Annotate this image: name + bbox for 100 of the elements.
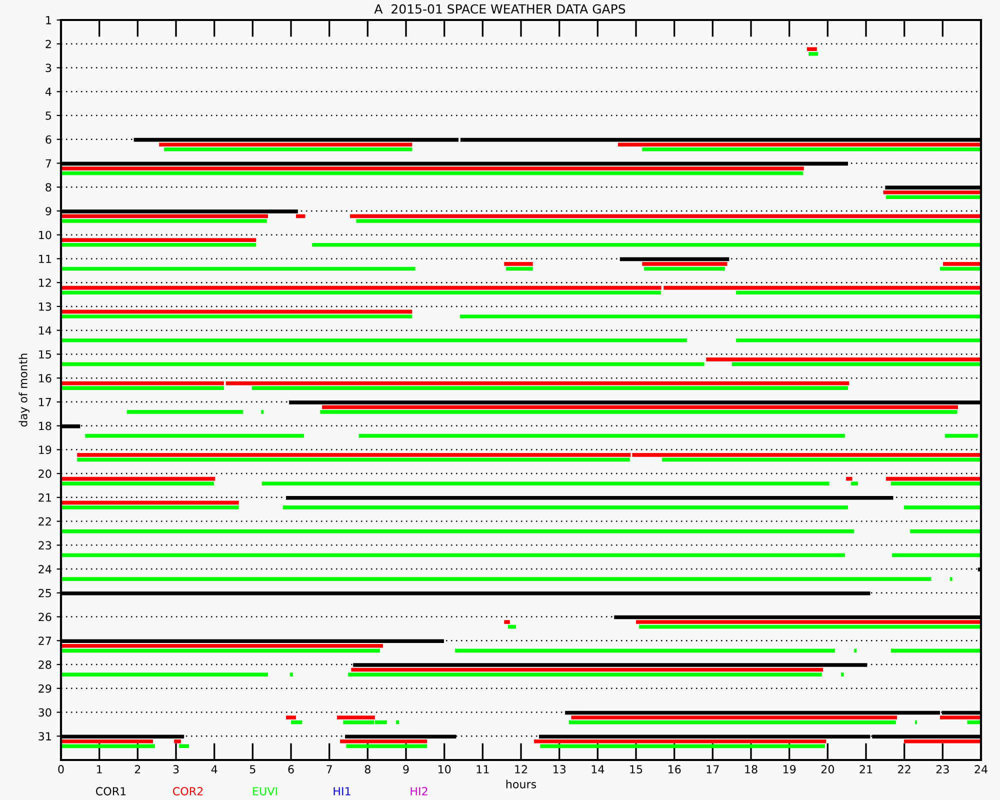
bar bbox=[322, 405, 958, 410]
bar bbox=[886, 476, 981, 481]
bar bbox=[61, 648, 380, 653]
text: COR2 bbox=[172, 787, 203, 796]
bar bbox=[890, 648, 981, 653]
bar bbox=[337, 716, 375, 720]
bar bbox=[61, 672, 268, 676]
legend-label: HI1 bbox=[334, 787, 350, 796]
y-tick-label: 11 bbox=[39, 254, 51, 263]
x-tick-label: 20 bbox=[821, 765, 834, 774]
y-tick-label: 27 bbox=[38, 636, 52, 645]
y-tick-label: 15 bbox=[39, 350, 51, 359]
bar bbox=[312, 242, 981, 247]
bar bbox=[732, 362, 981, 366]
bar bbox=[286, 716, 296, 720]
bar bbox=[61, 214, 268, 218]
bar bbox=[61, 744, 155, 748]
x-tick-label: 23 bbox=[936, 765, 949, 774]
bar bbox=[460, 314, 981, 318]
y-tick-label: 4 bbox=[45, 88, 52, 96]
bar bbox=[664, 286, 981, 290]
y-tick-label: 6 bbox=[46, 135, 52, 144]
x-tick-label: 11 bbox=[476, 765, 489, 774]
bar bbox=[61, 242, 256, 247]
bar bbox=[61, 290, 661, 295]
bar bbox=[61, 219, 267, 223]
y-tick-label: 20 bbox=[38, 470, 52, 478]
y-tick-label: 19 bbox=[39, 446, 52, 454]
x-tick-label: 21 bbox=[860, 765, 872, 774]
bar bbox=[61, 266, 416, 271]
bar bbox=[262, 482, 830, 486]
bar bbox=[706, 358, 981, 362]
y-tick-label: 31 bbox=[38, 732, 51, 741]
bar bbox=[164, 147, 412, 152]
bar bbox=[61, 506, 239, 510]
bar bbox=[61, 553, 845, 558]
chart-title: A 2015-01 SPACE WEATHER DATA GAPS bbox=[374, 4, 626, 14]
bar bbox=[620, 257, 730, 262]
x-tick-label: 17 bbox=[706, 765, 719, 774]
bar bbox=[851, 482, 858, 486]
x-tick-label: 4 bbox=[211, 765, 218, 774]
y-tick-label: 23 bbox=[38, 541, 52, 550]
bar bbox=[944, 434, 978, 438]
bar bbox=[340, 739, 428, 744]
bar bbox=[910, 529, 981, 534]
bar bbox=[61, 529, 854, 534]
bar bbox=[61, 310, 412, 314]
y-tick-label: 17 bbox=[39, 398, 52, 406]
bar bbox=[286, 496, 894, 500]
text: EUVI bbox=[253, 787, 277, 796]
y-tick-label: 14 bbox=[39, 326, 52, 335]
bar bbox=[736, 338, 981, 342]
y-tick-label: 3 bbox=[46, 64, 52, 72]
x-tick-label: 8 bbox=[364, 765, 370, 774]
bar bbox=[636, 620, 981, 624]
y-tick-label: 8 bbox=[46, 183, 52, 192]
bar bbox=[841, 672, 844, 676]
bar bbox=[358, 434, 845, 438]
bar bbox=[61, 577, 932, 581]
bar bbox=[639, 624, 981, 629]
bar bbox=[174, 739, 181, 744]
x-tick-label: 2 bbox=[134, 765, 140, 774]
bar bbox=[892, 553, 981, 558]
bar bbox=[348, 672, 822, 676]
bar bbox=[61, 500, 239, 505]
y-tick-label: 18 bbox=[39, 422, 52, 430]
bar bbox=[618, 142, 981, 147]
bar bbox=[61, 171, 804, 176]
bar bbox=[179, 744, 190, 748]
bar bbox=[85, 434, 304, 438]
bar bbox=[61, 314, 412, 318]
bar bbox=[943, 262, 981, 266]
x-tick-label: 14 bbox=[592, 765, 604, 774]
bar bbox=[534, 739, 826, 744]
bar bbox=[504, 262, 533, 266]
bar bbox=[61, 286, 662, 290]
bar bbox=[904, 506, 981, 510]
x-tick-label: 13 bbox=[553, 765, 566, 774]
y-tick-label: 16 bbox=[39, 374, 52, 382]
bar bbox=[291, 720, 302, 724]
bar bbox=[642, 262, 728, 266]
bar bbox=[226, 381, 850, 386]
bar bbox=[159, 142, 412, 147]
bar bbox=[126, 410, 244, 414]
y-tick-label: 30 bbox=[38, 708, 52, 717]
x-tick-label: 6 bbox=[288, 765, 294, 774]
y-tick-label: 21 bbox=[38, 493, 51, 502]
x-tick-label: 12 bbox=[515, 765, 527, 774]
y-tick-label: 24 bbox=[38, 565, 52, 574]
bar bbox=[351, 668, 824, 672]
y-tick-label: 7 bbox=[46, 159, 52, 168]
x-tick-label: 9 bbox=[403, 765, 409, 774]
bar bbox=[806, 47, 817, 52]
bar bbox=[904, 739, 981, 744]
y-tick-label: 13 bbox=[39, 302, 52, 311]
bar bbox=[290, 672, 293, 676]
bar bbox=[282, 506, 848, 510]
bar bbox=[134, 138, 459, 142]
y-tick-label: 1 bbox=[46, 16, 51, 24]
y-tick-label: 22 bbox=[38, 517, 51, 526]
